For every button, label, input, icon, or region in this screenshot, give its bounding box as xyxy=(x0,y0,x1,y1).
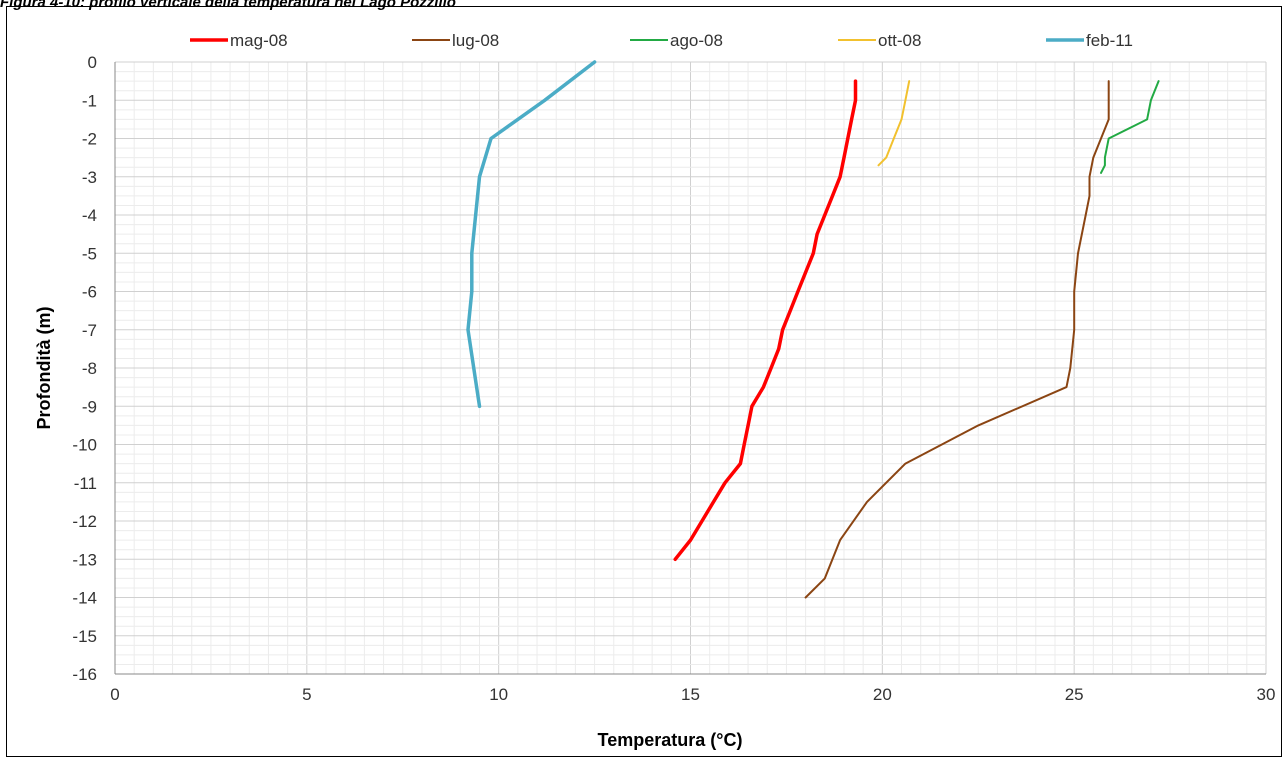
y-tick-label: 0 xyxy=(88,53,97,72)
y-tick-label: -12 xyxy=(72,512,97,531)
y-tick-label: -16 xyxy=(72,665,97,684)
y-tick-label: -13 xyxy=(72,550,97,569)
series-line-mag-08 xyxy=(673,79,858,562)
x-tick-label: 30 xyxy=(1257,685,1276,704)
grid xyxy=(114,61,1267,675)
legend-label-lug-08: lug-08 xyxy=(452,31,499,50)
y-tick-label: -11 xyxy=(74,474,97,493)
x-tick-label: 25 xyxy=(1065,685,1084,704)
y-tick-label: -10 xyxy=(72,436,97,455)
legend-label-ott-08: ott-08 xyxy=(878,31,921,50)
series-line-lug-08 xyxy=(804,80,1110,599)
y-axis-label: Profondità (m) xyxy=(34,307,54,430)
x-tick-label: 10 xyxy=(489,685,508,704)
y-tick-label: -2 xyxy=(82,130,97,149)
x-tick-label: 20 xyxy=(873,685,892,704)
x-tick-label: 15 xyxy=(681,685,700,704)
figure-caption: Figura 4-10: profilo verticale della tem… xyxy=(0,0,456,11)
y-tick-label: -7 xyxy=(82,321,97,340)
x-tick-label: 0 xyxy=(110,685,119,704)
axes: 0 5 10 15 20 25 30 0 -1 -2 -3 -4 -5 -6 -7 -8 -9 -10 -11 -12… xyxy=(72,53,1275,704)
y-tick-label: -4 xyxy=(82,206,97,225)
series-line-ott-08 xyxy=(877,80,911,167)
series-line-ago-08 xyxy=(1100,80,1160,174)
series-lines xyxy=(466,60,1160,599)
y-tick-label: -1 xyxy=(82,91,97,110)
legend: mag-08 lug-08 ago-08 ott-08 feb-11 xyxy=(190,31,1133,50)
y-tick-label: -15 xyxy=(72,627,97,646)
legend-label-ago-08: ago-08 xyxy=(670,31,723,50)
x-tick-label: 5 xyxy=(302,685,311,704)
y-tick-label: -14 xyxy=(72,589,97,608)
y-tick-label: -3 xyxy=(82,168,97,187)
legend-label-mag-08: mag-08 xyxy=(230,31,288,50)
chart-frame xyxy=(6,6,1282,757)
y-tick-label: -8 xyxy=(82,359,97,378)
y-tick-label: -5 xyxy=(82,244,97,263)
legend-label-feb-11: feb-11 xyxy=(1086,31,1133,50)
series-line-feb-11 xyxy=(466,60,597,409)
y-tick-label: -6 xyxy=(82,283,97,302)
x-axis-label: Temperatura (°C) xyxy=(598,730,743,750)
y-tick-label: -9 xyxy=(82,397,97,416)
